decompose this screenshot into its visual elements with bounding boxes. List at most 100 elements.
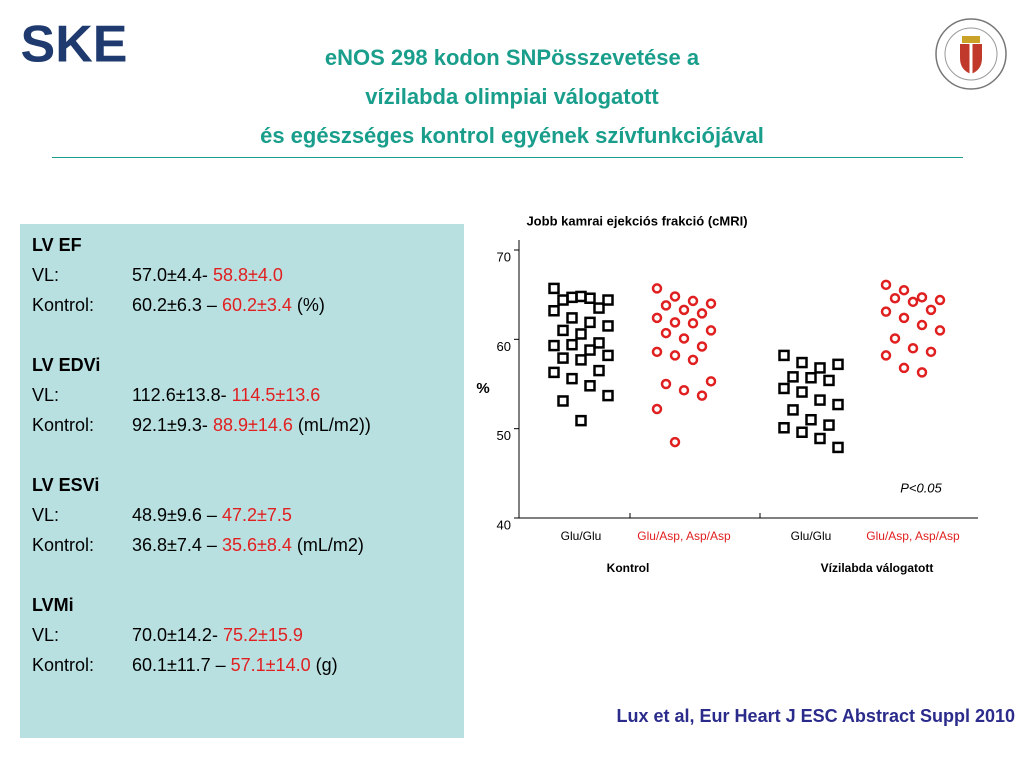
point [566, 291, 578, 304]
point [557, 395, 569, 407]
point [575, 290, 587, 303]
title-line: eNOS 298 kodon SNPösszevetése a [324, 45, 700, 70]
point [651, 283, 663, 294]
point [678, 385, 690, 396]
citation: Lux et al, Eur Heart J ESC Abstract Supp… [616, 706, 1015, 726]
row: VL: 48.9±9.6 – 47.2±7.5 [32, 500, 452, 530]
point [898, 284, 910, 296]
section: LV EF VL: 57.0±4.4- 58.8±4.0 Kontrol: 60.2±6… [32, 230, 452, 320]
point [687, 318, 699, 329]
point [593, 302, 605, 314]
point [566, 338, 578, 351]
point [787, 404, 799, 416]
point [796, 356, 808, 369]
row-values: 48.9±9.6 – 47.2±7.5 [132, 500, 292, 530]
point [584, 316, 596, 329]
row-label: Kontrol: [32, 415, 95, 435]
point [584, 380, 596, 392]
point [778, 422, 790, 434]
slide-title: eNOS 298 kodon SNPösszevetése a vízilabda… [0, 38, 1024, 155]
point [705, 325, 717, 336]
point [602, 349, 614, 362]
row: VL: 70.0±14.2- 75.2±15.9 [32, 620, 452, 650]
point [687, 295, 699, 307]
chart: Jobb kamrai ejekciós frakció (cMRI)% 40 50… [476, 213, 978, 575]
point [660, 327, 672, 339]
section-heading: LV EDVi [32, 355, 101, 375]
point [925, 304, 937, 316]
row-label: VL: [32, 265, 60, 285]
seal [935, 18, 1007, 90]
point [557, 324, 569, 337]
row-label: VL: [32, 385, 60, 405]
point [778, 382, 790, 395]
x-tick-label: Glu/Glu [561, 529, 602, 543]
group-label: Vízilabda válogatott [821, 561, 934, 575]
point [651, 312, 663, 324]
point [778, 349, 790, 362]
unit: (mL/m2) [296, 535, 364, 555]
highlight-value: 60.2±3.4 [221, 295, 292, 315]
point [651, 346, 663, 358]
point [651, 403, 663, 415]
point [907, 343, 919, 354]
row-values: 112.6±13.8- 114.5±13.6 [132, 380, 320, 410]
point [660, 300, 672, 311]
point [934, 294, 946, 306]
row-values: 92.1±9.3- 88.9±14.6 (mL/m2)) [132, 410, 371, 440]
point [916, 292, 928, 303]
unit: (%) [296, 295, 325, 315]
y-tick-label: 40 [497, 517, 511, 532]
row: VL: 112.6±13.8- 114.5±13.6 [32, 380, 452, 410]
chart-title: Jobb kamrai ejekciós frakció (cMRI) [526, 213, 747, 228]
y-tick-label: 70 [497, 249, 511, 264]
x-tick-label: Glu/Glu [791, 529, 832, 543]
point [696, 390, 708, 401]
point [660, 378, 672, 390]
point [678, 333, 690, 344]
point [832, 398, 844, 411]
point [687, 354, 699, 366]
row-values: 60.2±6.3 – 60.2±3.4 (%) [132, 290, 325, 320]
point [814, 432, 826, 445]
point [796, 426, 808, 438]
point [796, 386, 808, 398]
point [602, 294, 614, 306]
unit: (g) [315, 655, 338, 675]
row: Kontrol: 60.1±11.7 – 57.1±14.0 (g) [32, 650, 452, 680]
row-label: Kontrol: [32, 535, 95, 555]
point [823, 419, 835, 431]
point [602, 320, 614, 332]
point [602, 389, 614, 402]
value: 60.2±6.3 – [132, 295, 217, 315]
point [575, 328, 587, 340]
value: 36.8±7.4 – [132, 535, 217, 555]
title-line: vízilabda olimpiai válogatott [365, 84, 659, 109]
point [548, 304, 560, 317]
highlight-value: 47.2±7.5 [221, 505, 292, 525]
point [669, 317, 681, 328]
section: LVMi VL: 70.0±14.2- 75.2±15.9 Kontrol: 60.1±… [32, 590, 452, 680]
point [669, 291, 681, 302]
row-label: VL: [32, 505, 60, 525]
logo-text: SKE [21, 18, 128, 74]
y-tick-label: 60 [497, 339, 511, 354]
value: 57.0±4.4- [132, 265, 208, 285]
highlight-value: 57.1±14.0 [230, 655, 311, 675]
point [916, 319, 928, 331]
value: 92.1±9.3- [132, 415, 208, 435]
point [696, 308, 708, 319]
row-label: VL: [32, 625, 60, 645]
row-values: 36.8±7.4 – 35.6±8.4 (mL/m2) [132, 530, 364, 560]
section: LV ESVi VL: 48.9±9.6 – 47.2±7.5 Kontrol: 36.… [32, 470, 452, 560]
point [593, 364, 605, 377]
row: Kontrol: 60.2±6.3 – 60.2±3.4 (%) [32, 290, 452, 320]
point [705, 298, 717, 309]
point [696, 341, 708, 352]
title-rule [52, 157, 963, 158]
point [584, 292, 596, 304]
point [805, 371, 817, 384]
row-values: 70.0±14.2- 75.2±15.9 [132, 620, 303, 650]
value: 112.6±13.8- [132, 385, 227, 405]
